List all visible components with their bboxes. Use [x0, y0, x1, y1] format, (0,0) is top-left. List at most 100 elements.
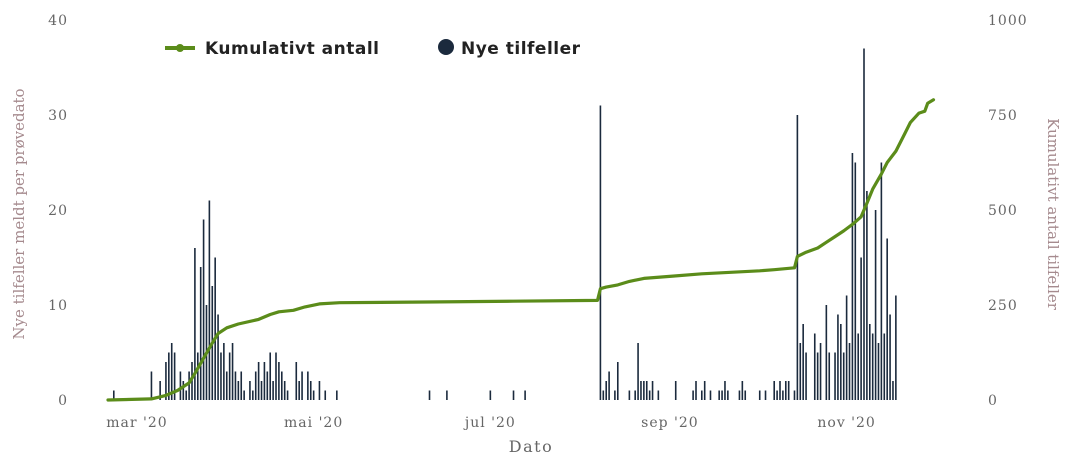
left-axis-ticks: 0 10 20 30 40	[48, 13, 68, 409]
new-cases-bar	[628, 390, 631, 400]
new-cases-bar	[834, 352, 836, 400]
legend-cumulative-swatch-dot	[176, 44, 184, 52]
new-cases-bar	[744, 390, 747, 400]
new-cases-bar	[883, 333, 886, 400]
new-cases-bar	[214, 257, 216, 400]
new-cases-bar	[228, 352, 231, 400]
new-cases-bar	[880, 162, 883, 400]
new-cases-bar	[309, 381, 312, 400]
left-tick-label: 10	[48, 298, 68, 314]
new-cases-bar	[724, 381, 726, 400]
new-cases-bars	[112, 48, 897, 400]
new-cases-bar	[860, 257, 862, 400]
new-cases-bar	[295, 362, 298, 400]
new-cases-bar	[773, 381, 776, 400]
new-cases-bar	[249, 381, 251, 400]
new-cases-bar	[695, 381, 697, 400]
new-cases-bar	[252, 390, 254, 400]
right-tick-label: 750	[988, 108, 1018, 124]
new-cases-bar	[851, 153, 854, 400]
new-cases-bar	[889, 314, 891, 400]
new-cases-bar	[112, 390, 115, 400]
new-cases-bar	[237, 381, 240, 400]
legend-cumulative-label: Kumulativt antall	[205, 39, 380, 59]
new-cases-bar	[782, 390, 784, 400]
new-cases-bar	[599, 105, 602, 400]
new-cases-bar	[182, 381, 185, 400]
new-cases-bar	[605, 381, 608, 400]
x-axis-title: Dato	[509, 437, 553, 455]
legend-new-cases-label: Nye tilfeller	[461, 39, 581, 59]
new-cases-bar	[616, 362, 619, 400]
x-tick-label: sep '20	[641, 415, 699, 431]
new-cases-bar	[194, 248, 196, 400]
new-cases-bar	[185, 390, 188, 400]
right-axis-ticks: 0 250 500 750 1000	[988, 13, 1028, 409]
new-cases-bar	[231, 343, 234, 400]
new-cases-bar	[336, 390, 338, 400]
new-cases-bar	[857, 333, 860, 400]
new-cases-bar	[764, 390, 767, 400]
new-cases-bar	[199, 267, 202, 400]
new-cases-bar	[700, 390, 703, 400]
new-cases-bar	[269, 352, 272, 400]
new-cases-bar	[854, 162, 857, 400]
new-cases-bar	[254, 371, 257, 400]
x-tick-label: nov '20	[817, 415, 875, 431]
new-cases-bar	[692, 390, 694, 400]
new-cases-bar	[275, 352, 277, 400]
new-cases-bar	[324, 390, 327, 400]
legend: Kumulativt antall Nye tilfeller	[165, 39, 581, 59]
new-cases-bar	[524, 390, 526, 400]
right-tick-label: 500	[988, 203, 1018, 219]
right-axis-title: Kumulativt antall tilfeller	[1044, 118, 1062, 311]
new-cases-bar	[828, 352, 831, 400]
new-cases-bar	[286, 390, 289, 400]
new-cases-bar	[727, 390, 729, 400]
new-cases-bar	[648, 390, 651, 400]
new-cases-bar	[886, 238, 888, 400]
new-cases-bar	[266, 371, 269, 400]
new-cases-bar	[819, 343, 822, 400]
new-cases-bar	[220, 352, 222, 400]
new-cases-bar	[196, 352, 199, 400]
new-cases-bar	[614, 390, 616, 400]
new-cases-bar	[179, 371, 182, 400]
x-tick-label: mai '20	[284, 415, 343, 431]
new-cases-bar	[640, 381, 642, 400]
new-cases-bar	[318, 381, 321, 400]
new-cases-bar	[799, 343, 802, 400]
new-cases-bar	[634, 390, 636, 400]
new-cases-bar	[150, 371, 153, 400]
new-cases-bar	[272, 381, 274, 400]
new-cases-bar	[170, 343, 173, 400]
left-axis-title: Nye tilfeller meldt per prøvedato	[10, 88, 28, 339]
new-cases-bar	[758, 390, 761, 400]
left-tick-label: 0	[58, 393, 68, 409]
new-cases-bar	[877, 343, 880, 400]
new-cases-bar	[240, 371, 243, 400]
new-cases-bar	[718, 390, 720, 400]
new-cases-bar	[243, 390, 245, 400]
new-cases-bar	[779, 381, 781, 400]
new-cases-bar	[260, 381, 263, 400]
new-cases-bar	[489, 390, 492, 400]
new-cases-bar	[805, 352, 807, 400]
new-cases-bar	[845, 295, 848, 400]
new-cases-bar	[283, 381, 286, 400]
new-cases-bar	[234, 371, 237, 400]
new-cases-bar	[608, 371, 610, 400]
new-cases-bar	[709, 390, 712, 400]
legend-new-cases-swatch	[438, 39, 454, 55]
new-cases-bar	[784, 381, 787, 400]
new-cases-bar	[776, 390, 778, 400]
left-tick-label: 30	[48, 108, 68, 124]
new-cases-bar	[651, 381, 654, 400]
right-tick-label: 1000	[988, 13, 1028, 29]
new-cases-bar	[278, 362, 280, 400]
new-cases-bar	[202, 219, 205, 400]
x-tick-label: mar '20	[106, 415, 167, 431]
new-cases-bar	[842, 352, 845, 400]
new-cases-bar	[217, 314, 219, 400]
